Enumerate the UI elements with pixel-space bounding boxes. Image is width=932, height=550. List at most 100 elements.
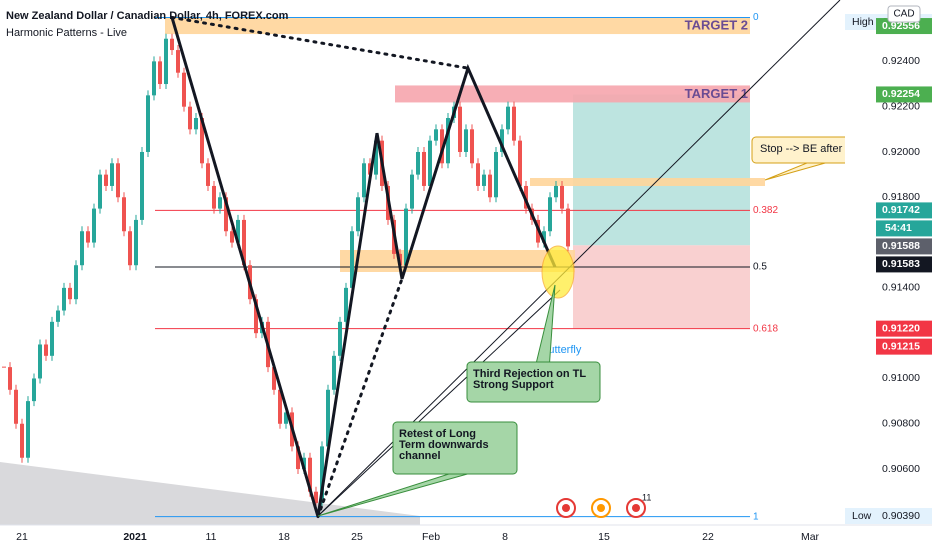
fib-label: 0.382: [753, 205, 778, 216]
y-tick-label: 0.90600: [882, 463, 920, 475]
x-tick-label: 11: [206, 531, 217, 543]
candle: [158, 61, 162, 85]
event-count: 11: [642, 492, 651, 502]
currency-box: [887, 5, 921, 23]
price-value: 0.90390: [882, 510, 920, 522]
candle: [350, 231, 354, 288]
candle: [278, 389, 282, 424]
candle: [56, 310, 60, 322]
bos-zone: [530, 178, 765, 186]
candle: [566, 208, 570, 247]
x-tick-label: 2021: [123, 531, 147, 543]
candle: [206, 163, 210, 186]
candle: [68, 287, 72, 300]
candle: [110, 163, 114, 186]
candle: [308, 457, 312, 492]
candle: [548, 197, 552, 232]
price-tag-label: 0.91742: [882, 204, 920, 216]
fib-label: 0.618: [753, 323, 778, 334]
candle: [494, 151, 498, 198]
price-tag: [876, 338, 932, 355]
x-tick-label: Mar: [801, 531, 820, 543]
candle: [284, 412, 288, 424]
candle: [488, 174, 492, 198]
currency: CAD: [893, 9, 914, 20]
callout-text: channel: [399, 450, 441, 462]
candle: [122, 197, 126, 232]
candle: [20, 423, 24, 458]
candle: [404, 208, 408, 266]
candle: [482, 174, 486, 186]
candle: [8, 367, 12, 390]
price-tag-label: 0.91588: [882, 240, 920, 252]
candle: [434, 129, 438, 141]
candle: [194, 118, 198, 130]
candle: [224, 197, 228, 232]
candle: [422, 151, 426, 186]
candle: [212, 185, 216, 209]
candle: [416, 151, 420, 175]
y-tick-label: 0.91800: [882, 191, 920, 203]
candle: [446, 118, 450, 164]
price-tag: [876, 202, 932, 219]
candle: [62, 287, 66, 311]
candle: [14, 389, 18, 424]
y-tick-label: 0.92400: [882, 55, 920, 67]
indicator-name: Harmonic Patterns - Live: [6, 27, 127, 39]
candle: [236, 219, 240, 243]
candle: [170, 38, 174, 51]
y-tick-label: 0.90800: [882, 418, 920, 430]
candle: [464, 129, 468, 152]
candle: [98, 174, 102, 209]
candle: [272, 367, 276, 390]
event-flag: [562, 504, 570, 512]
stop-zone: [573, 245, 750, 329]
target-band: [165, 17, 750, 35]
callout-text: Term downwards: [399, 439, 489, 451]
candle: [104, 174, 108, 186]
countdown-tag: [876, 220, 932, 237]
price-tag-label: 0.91215: [882, 340, 920, 352]
callout-box: [392, 421, 518, 475]
candle: [44, 344, 48, 356]
pattern-name: Butterfly: [541, 344, 582, 356]
callout-text: Retest of Long: [399, 428, 476, 440]
pattern-diag: [170, 15, 470, 70]
target-label: TARGET 2: [685, 17, 748, 32]
candle: [50, 321, 54, 356]
target-band: [395, 85, 750, 103]
fib-label: 0.5: [753, 262, 767, 273]
fib-label: 1: [753, 511, 759, 522]
candle: [254, 299, 258, 334]
x-tick-label: Feb: [422, 531, 440, 543]
price-side: Low: [852, 510, 872, 522]
price-tag-label: 0.91220: [882, 322, 920, 334]
target-zone: [573, 94, 750, 246]
candle: [38, 344, 42, 379]
candle: [140, 151, 144, 220]
countdown: 54:41: [885, 222, 912, 234]
candle: [134, 219, 138, 266]
price-tag: [876, 86, 932, 103]
candle: [74, 265, 78, 300]
candle: [542, 231, 546, 243]
y-tick-label: 0.91400: [882, 282, 920, 294]
candle: [470, 129, 474, 164]
target-label: TARGET 1: [685, 86, 748, 101]
callout-text: Third Rejection on TL: [473, 368, 586, 380]
callout-text: Stop --> BE after BOS: [760, 143, 869, 155]
candle: [554, 185, 558, 198]
candle: [506, 106, 510, 130]
y-tick-label: 0.92000: [882, 146, 920, 158]
price-tag-label: 0.91583: [882, 258, 920, 270]
candle: [560, 185, 564, 209]
candle: [176, 50, 180, 73]
candle: [338, 321, 342, 356]
x-tick-label: 22: [702, 531, 714, 543]
sr-zone: [340, 250, 575, 272]
candle: [512, 106, 516, 141]
candle: [410, 174, 414, 209]
candle: [302, 457, 306, 470]
candle: [92, 208, 96, 243]
